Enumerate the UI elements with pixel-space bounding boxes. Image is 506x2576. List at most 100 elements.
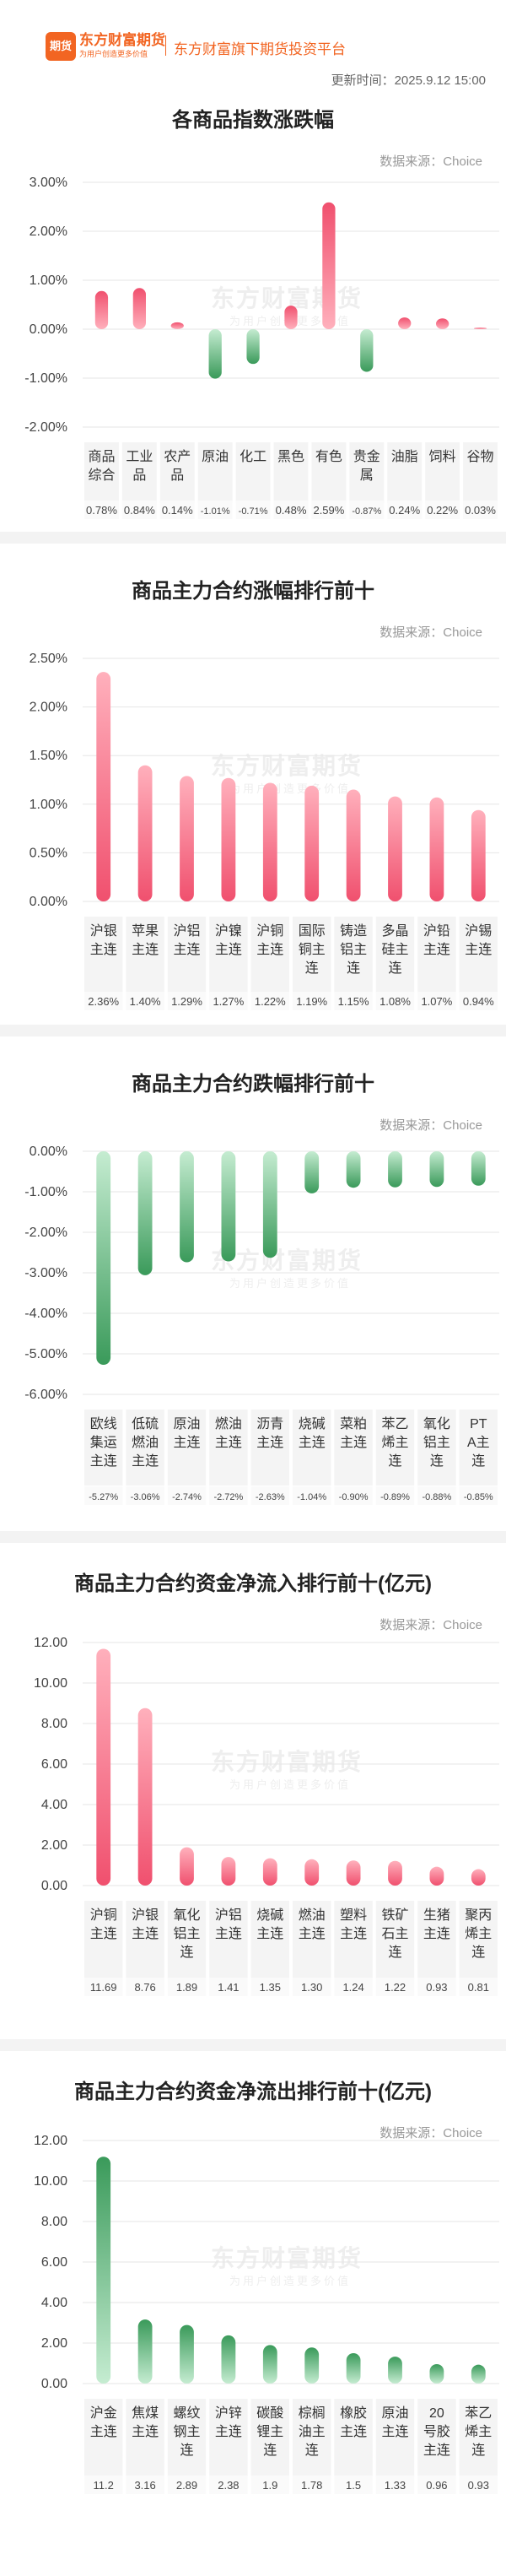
y-tick-label: 2.50%: [30, 652, 67, 666]
bar: [388, 2357, 402, 2384]
category-label-bg: [459, 917, 498, 993]
value-label-bg: [417, 1486, 456, 1505]
value-label-bg: [84, 2476, 123, 2494]
category-label: 黑色: [277, 449, 304, 464]
category-label: 主连: [299, 1926, 326, 1941]
y-tick-label: 0.00%: [30, 322, 67, 337]
value-label-bg: [209, 1486, 248, 1505]
category-label-bg: [293, 917, 331, 993]
category-label: 氧化: [173, 1908, 200, 1923]
y-tick-label: 4.00: [41, 2296, 67, 2310]
y-tick-label: 2.00%: [30, 701, 67, 715]
category-label: 铝主: [423, 1435, 450, 1450]
category-label: 集运: [90, 1435, 117, 1450]
bar: [262, 782, 277, 901]
category-label-bg: [250, 2399, 289, 2476]
category-label: 贵金: [353, 449, 380, 464]
y-tick-label: 0.00%: [30, 1145, 67, 1159]
value-label: 1.22: [385, 1981, 406, 1994]
category-label-bg: [334, 2399, 373, 2476]
section-divider: [0, 1531, 506, 1543]
bar: [360, 329, 374, 372]
value-label: -0.88%: [422, 1492, 451, 1502]
value-label-bg: [425, 501, 460, 519]
category-label: 原油: [202, 449, 229, 464]
category-label: 油脂: [391, 449, 418, 464]
y-tick-label: 0.00: [41, 2377, 67, 2391]
category-label: 20: [429, 2406, 444, 2421]
category-label: 沥青: [256, 1416, 283, 1431]
category-label: 沪银: [90, 923, 117, 939]
value-label-bg: [273, 501, 309, 519]
y-tick-label: 2.00: [41, 1838, 67, 1853]
category-label-bg: [84, 1901, 123, 1978]
value-label-bg: [209, 2476, 248, 2494]
category-label-bg: [84, 1410, 123, 1486]
category-label-bg: [293, 2399, 331, 2476]
category-label: 主连: [423, 2443, 450, 2458]
data-source: 数据来源：Choice: [380, 1118, 482, 1133]
bar: [137, 2319, 153, 2384]
category-label-bg: [209, 1410, 248, 1486]
bar: [246, 329, 260, 365]
value-label: 0.03%: [465, 504, 496, 517]
category-label-bg: [387, 442, 423, 503]
category-label: 沪铝: [173, 923, 200, 939]
bar: [180, 1151, 194, 1263]
category-label: 沪锌: [215, 2406, 242, 2421]
category-label: 氧化: [423, 1416, 450, 1431]
bar: [429, 1151, 444, 1188]
value-label: -5.27%: [89, 1492, 118, 1502]
category-label-bg: [375, 1410, 415, 1486]
category-label: 连: [471, 1453, 485, 1469]
category-label: 焦煤: [132, 2406, 159, 2421]
value-label: 1.78: [301, 2479, 322, 2492]
value-label-bg: [375, 1978, 415, 1996]
value-label-bg: [459, 1978, 498, 1996]
category-label: 烧碱: [256, 1908, 283, 1923]
section-divider: [0, 2039, 506, 2051]
value-label: 0.81: [468, 1981, 489, 1994]
category-label: 主连: [381, 2424, 408, 2439]
category-label: PT: [470, 1417, 487, 1431]
category-label: 国际: [299, 923, 326, 939]
category-label: 燃油: [132, 1435, 159, 1450]
y-tick-label: 0.50%: [30, 846, 67, 860]
category-label-bg: [273, 442, 309, 503]
category-label-bg: [349, 442, 385, 503]
chart-title: 商品主力合约资金净流出排行前十(亿元): [74, 2081, 432, 2103]
category-label: 商品: [88, 449, 115, 464]
bar: [471, 809, 486, 901]
value-label-bg: [126, 2476, 164, 2494]
value-label: 0.22%: [427, 504, 458, 517]
value-label-bg: [197, 501, 233, 519]
chart-canvas: 0.00% -1.00% -2.00% -3.00% -4.00% -5.00% -6.00…: [24, 1145, 499, 1505]
value-label-bg: [250, 1486, 289, 1505]
data-source: 数据来源：Choice: [380, 625, 482, 640]
category-label: 锂主: [256, 2424, 283, 2439]
category-label-bg: [459, 1901, 498, 1978]
value-label-bg: [375, 992, 415, 1010]
value-label-bg: [334, 2476, 373, 2494]
value-label: 1.27%: [213, 995, 244, 1008]
category-label: 谷物: [467, 449, 494, 464]
category-label: 连: [430, 1453, 444, 1469]
category-label-bg: [84, 917, 123, 993]
value-label: 0.24%: [389, 504, 420, 517]
category-label: 沪银: [132, 1908, 159, 1923]
value-label: 1.9: [262, 2479, 277, 2492]
bar: [137, 765, 153, 901]
value-label-bg: [293, 1978, 331, 1996]
value-label-bg: [334, 1978, 373, 1996]
category-label: 主连: [215, 1926, 242, 1941]
bar: [429, 1866, 444, 1886]
category-label: 烯主: [381, 1435, 408, 1450]
category-label-bg: [334, 917, 373, 993]
category-label: 沪镍: [215, 923, 242, 939]
logo-mark: 期货: [49, 40, 72, 52]
value-label: 2.36%: [88, 995, 119, 1008]
bar: [180, 776, 194, 901]
value-label: 0.48%: [276, 504, 307, 517]
category-label-bg: [197, 442, 233, 503]
